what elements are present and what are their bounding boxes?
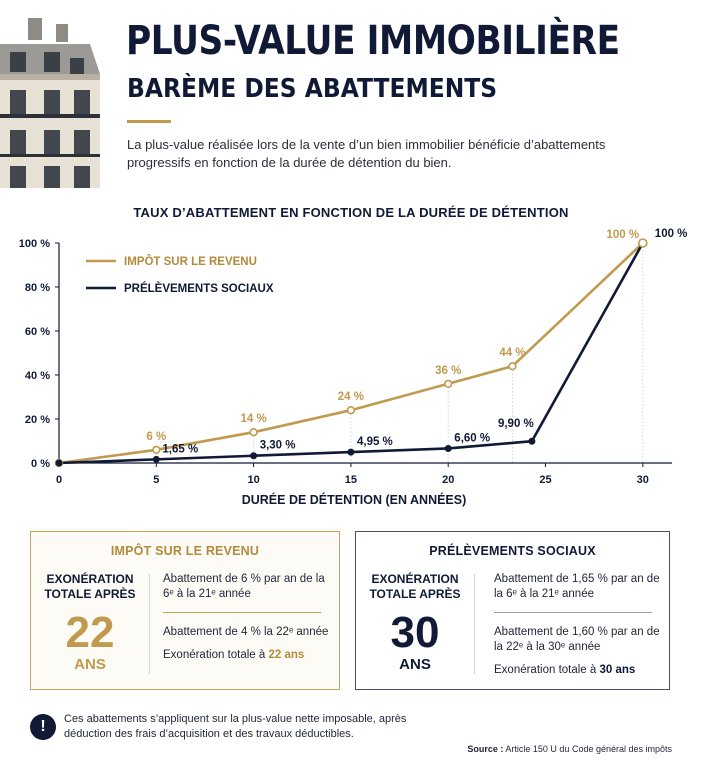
- data-point: [152, 445, 161, 455]
- panel-impot-revenu: IMPÔT SUR LE REVENU EXONÉRATION TOTALE A…: [30, 531, 340, 690]
- building-illustration: [0, 18, 100, 188]
- exo-label-line1: EXONÉRATION: [46, 572, 134, 586]
- data-point: [55, 459, 63, 467]
- data-label: 9,90 %: [498, 418, 534, 430]
- exo-label-line1: EXONÉRATION: [371, 572, 459, 586]
- exo-years-ps: 30: [390, 608, 440, 657]
- data-label: 14 %: [240, 413, 266, 425]
- detail-separator: [163, 612, 321, 613]
- x-tick-label: 30: [637, 474, 649, 486]
- exo-label-line2: TOTALE APRÈS: [44, 587, 136, 601]
- detail-ps-3: Exonération totale à 30 ans: [494, 663, 664, 678]
- data-point: [249, 428, 258, 437]
- note-text: Ces abattements s’appliquent sur la plus…: [64, 713, 407, 740]
- exo-unit-ps: ANS: [399, 656, 431, 673]
- data-label: 44 %: [499, 347, 525, 359]
- detail-ir-3-value: 22 ans: [268, 649, 305, 661]
- data-point: [528, 437, 536, 445]
- y-tick-label: 40 %: [25, 370, 50, 382]
- detail-ir-2: Abattement de 4 % la 22ᵉ année: [163, 626, 329, 638]
- legend-label: PRÉLÈVEMENTS SOCIAUX: [124, 282, 274, 295]
- source-label: Source :: [467, 744, 504, 754]
- detail-ps-2: Abattement de 1,60 % par an de la 22ᵉ à …: [494, 626, 660, 653]
- x-tick-label: 25: [539, 474, 551, 486]
- data-point: [347, 448, 355, 456]
- data-label: 100 %: [607, 229, 640, 241]
- data-label: 1,65 %: [162, 443, 198, 455]
- detail-ps-1: Abattement de 1,65 % par an de la 6ᵉ à l…: [494, 573, 660, 600]
- header: PLUS-VALUE IMMOBILIÈRE BARÈME DES ABATTE…: [0, 0, 702, 195]
- note: ! Ces abattements s’appliquent sur la pl…: [30, 710, 450, 750]
- data-label: 24 %: [338, 391, 364, 403]
- legend-label: IMPÔT SUR LE REVENU: [124, 255, 257, 268]
- detail-ir-1: Abattement de 6 % par an de la 6ᵉ à la 2…: [163, 573, 325, 600]
- data-label: 6 %: [146, 431, 166, 443]
- title-accent-rule: [127, 120, 171, 123]
- details-ps: Abattement de 1,65 % par an de la 6ᵉ à l…: [494, 572, 664, 686]
- source-citation: Source : Article 150 U du Code général d…: [467, 744, 672, 754]
- data-point: [638, 238, 648, 248]
- exo-years-ir: 22: [65, 608, 115, 657]
- data-point: [250, 452, 258, 460]
- exclamation-icon: !: [30, 714, 56, 740]
- panel-title-ir: IMPÔT SUR LE REVENU: [110, 544, 260, 558]
- chart-title: TAUX D’ABATTEMENT EN FONCTION DE LA DURÉ…: [133, 205, 569, 220]
- source-text: Article 150 U du Code général des impôts: [505, 744, 672, 754]
- exo-label-line2: TOTALE APRÈS: [369, 587, 461, 601]
- x-tick-label: 0: [56, 474, 62, 486]
- x-tick-label: 5: [153, 474, 159, 486]
- page-subtitle: BARÈME DES ABATTEMENTS: [127, 74, 498, 104]
- detail-ps-3-prefix: Exonération totale à: [494, 664, 600, 676]
- data-label: 36 %: [435, 365, 461, 377]
- page-title: PLUS-VALUE IMMOBILIÈRE: [126, 18, 620, 64]
- exo-unit-ir: ANS: [74, 656, 106, 673]
- data-point: [444, 444, 452, 452]
- x-tick-label: 20: [442, 474, 454, 486]
- data-label: 4,95 %: [357, 436, 393, 448]
- panel-title-ps: PRÉLÈVEMENTS SOCIAUX: [429, 544, 596, 558]
- data-point: [152, 455, 160, 463]
- panel-divider: [474, 574, 475, 674]
- panel-divider: [149, 574, 150, 674]
- data-label: 6,60 %: [454, 432, 490, 444]
- exoneration-block-ps: EXONÉRATION TOTALE APRÈS 30 ANS: [356, 572, 474, 673]
- data-point: [346, 406, 356, 415]
- data-label: 100 %: [655, 228, 688, 240]
- detail-ps-3-value: 30 ans: [599, 664, 636, 676]
- x-axis-label: DURÉE DE DÉTENTION (EN ANNÉES): [242, 492, 467, 507]
- intro-text: La plus-value réalisée lors de la vente …: [127, 137, 606, 170]
- y-tick-label: 20 %: [25, 414, 50, 426]
- x-tick-label: 15: [345, 474, 357, 486]
- y-tick-label: 60 %: [25, 326, 50, 338]
- y-tick-label: 100 %: [19, 238, 50, 250]
- y-tick-label: 80 %: [25, 282, 50, 294]
- abatement-line-chart: 0 % 20 % 40 % 60 % 80 % 100 % 0 5 10 15 20 25 30 6 %…: [19, 228, 688, 507]
- y-tick-label: 0 %: [31, 458, 50, 470]
- detail-separator: [494, 612, 652, 613]
- data-point: [444, 379, 453, 389]
- panel-prelevements-sociaux: PRÉLÈVEMENTS SOCIAUX EXONÉRATION TOTALE …: [355, 531, 670, 690]
- data-label: 3,30 %: [260, 440, 296, 452]
- data-point: [508, 362, 517, 371]
- exoneration-block-ir: EXONÉRATION TOTALE APRÈS 22 ANS: [31, 572, 149, 673]
- detail-ir-3: Exonération totale à 22 ans: [163, 648, 333, 663]
- details-ir: Abattement de 6 % par an de la 6ᵉ à la 2…: [163, 572, 333, 671]
- detail-ir-3-prefix: Exonération totale à: [163, 649, 269, 661]
- x-tick-label: 10: [247, 474, 259, 486]
